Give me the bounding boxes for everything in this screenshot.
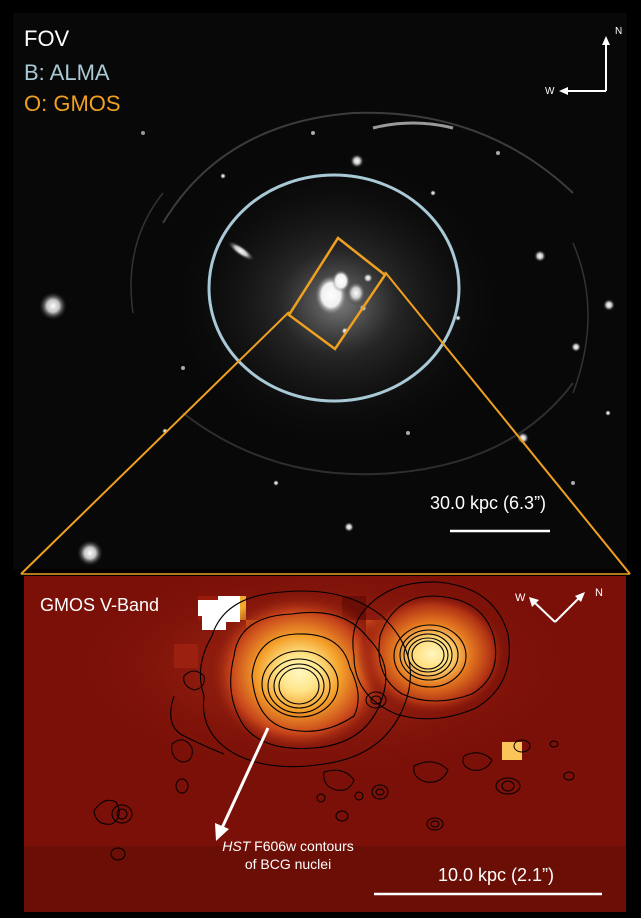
field-star bbox=[406, 431, 410, 435]
field-star bbox=[496, 151, 500, 155]
vband-scale-bar-label: 10.0 kpc (2.1”) bbox=[438, 865, 555, 885]
hst-annotation-line2: of BCG nuclei bbox=[244, 856, 332, 872]
vband-compass-north-label: N bbox=[595, 587, 603, 599]
bcg-knot bbox=[363, 273, 373, 283]
bcg-nucleus-right bbox=[357, 592, 507, 716]
field-star bbox=[220, 173, 226, 179]
gmos-legend-label: O: GMOS bbox=[24, 91, 121, 116]
pixel-block bbox=[174, 644, 198, 668]
fov-scale-bar-label: 30.0 kpc (6.3”) bbox=[430, 493, 547, 513]
hst-contours-faint bbox=[93, 670, 575, 861]
alma-legend-label: B: ALMA bbox=[24, 60, 110, 85]
field-star bbox=[350, 154, 364, 168]
hst-annotation-italic: HST bbox=[222, 838, 251, 854]
field-star bbox=[273, 480, 279, 486]
gmos-vband-image bbox=[24, 576, 626, 912]
edge-on-galaxy bbox=[227, 240, 255, 262]
contour-pointer-arrowhead bbox=[215, 823, 229, 841]
field-star bbox=[430, 190, 436, 196]
field-star bbox=[162, 428, 168, 434]
field-star bbox=[605, 410, 611, 416]
saturated-pixel bbox=[202, 616, 226, 630]
fov-title: FOV bbox=[24, 26, 70, 51]
saturated-pixel bbox=[198, 600, 218, 616]
field-star bbox=[603, 299, 615, 311]
hst-annotation-line1: HST F606w contours bbox=[213, 838, 363, 854]
vband-compass-north-arrow bbox=[554, 596, 581, 623]
contour-pointer-arrow bbox=[220, 727, 270, 829]
hst-annotation-rest: F606w contours bbox=[250, 838, 354, 854]
bcg-nucleus-left bbox=[207, 591, 391, 755]
vband-title: GMOS V-Band bbox=[40, 595, 160, 615]
hst-contours-right bbox=[352, 581, 510, 720]
field-star bbox=[517, 432, 529, 444]
vband-compass-north-arrowhead bbox=[575, 592, 585, 602]
field-star bbox=[311, 131, 315, 135]
lensing-arc bbox=[372, 121, 454, 130]
field-star bbox=[344, 522, 354, 532]
field-star bbox=[141, 131, 145, 135]
field-star bbox=[571, 342, 581, 352]
vband-compass-west-label: W bbox=[515, 592, 526, 604]
compass-north-label: N bbox=[615, 26, 623, 37]
field-star bbox=[534, 250, 546, 262]
gmos-vband-panel bbox=[21, 573, 629, 915]
compass-west-label: W bbox=[545, 86, 555, 97]
vband-compass-west-arrow bbox=[533, 601, 556, 623]
field-star bbox=[571, 481, 575, 485]
vband-compass-west-arrowhead bbox=[529, 597, 539, 607]
field-star bbox=[77, 540, 103, 566]
field-star bbox=[39, 292, 67, 320]
field-star bbox=[181, 366, 185, 370]
lensing-arc bbox=[162, 111, 574, 224]
lensing-arc bbox=[130, 192, 164, 314]
bcg-core bbox=[332, 270, 350, 292]
gmos-footprint bbox=[287, 236, 387, 351]
bright-pixel bbox=[502, 742, 522, 760]
bcg-knot bbox=[346, 281, 366, 305]
hst-contours-left bbox=[170, 590, 411, 768]
